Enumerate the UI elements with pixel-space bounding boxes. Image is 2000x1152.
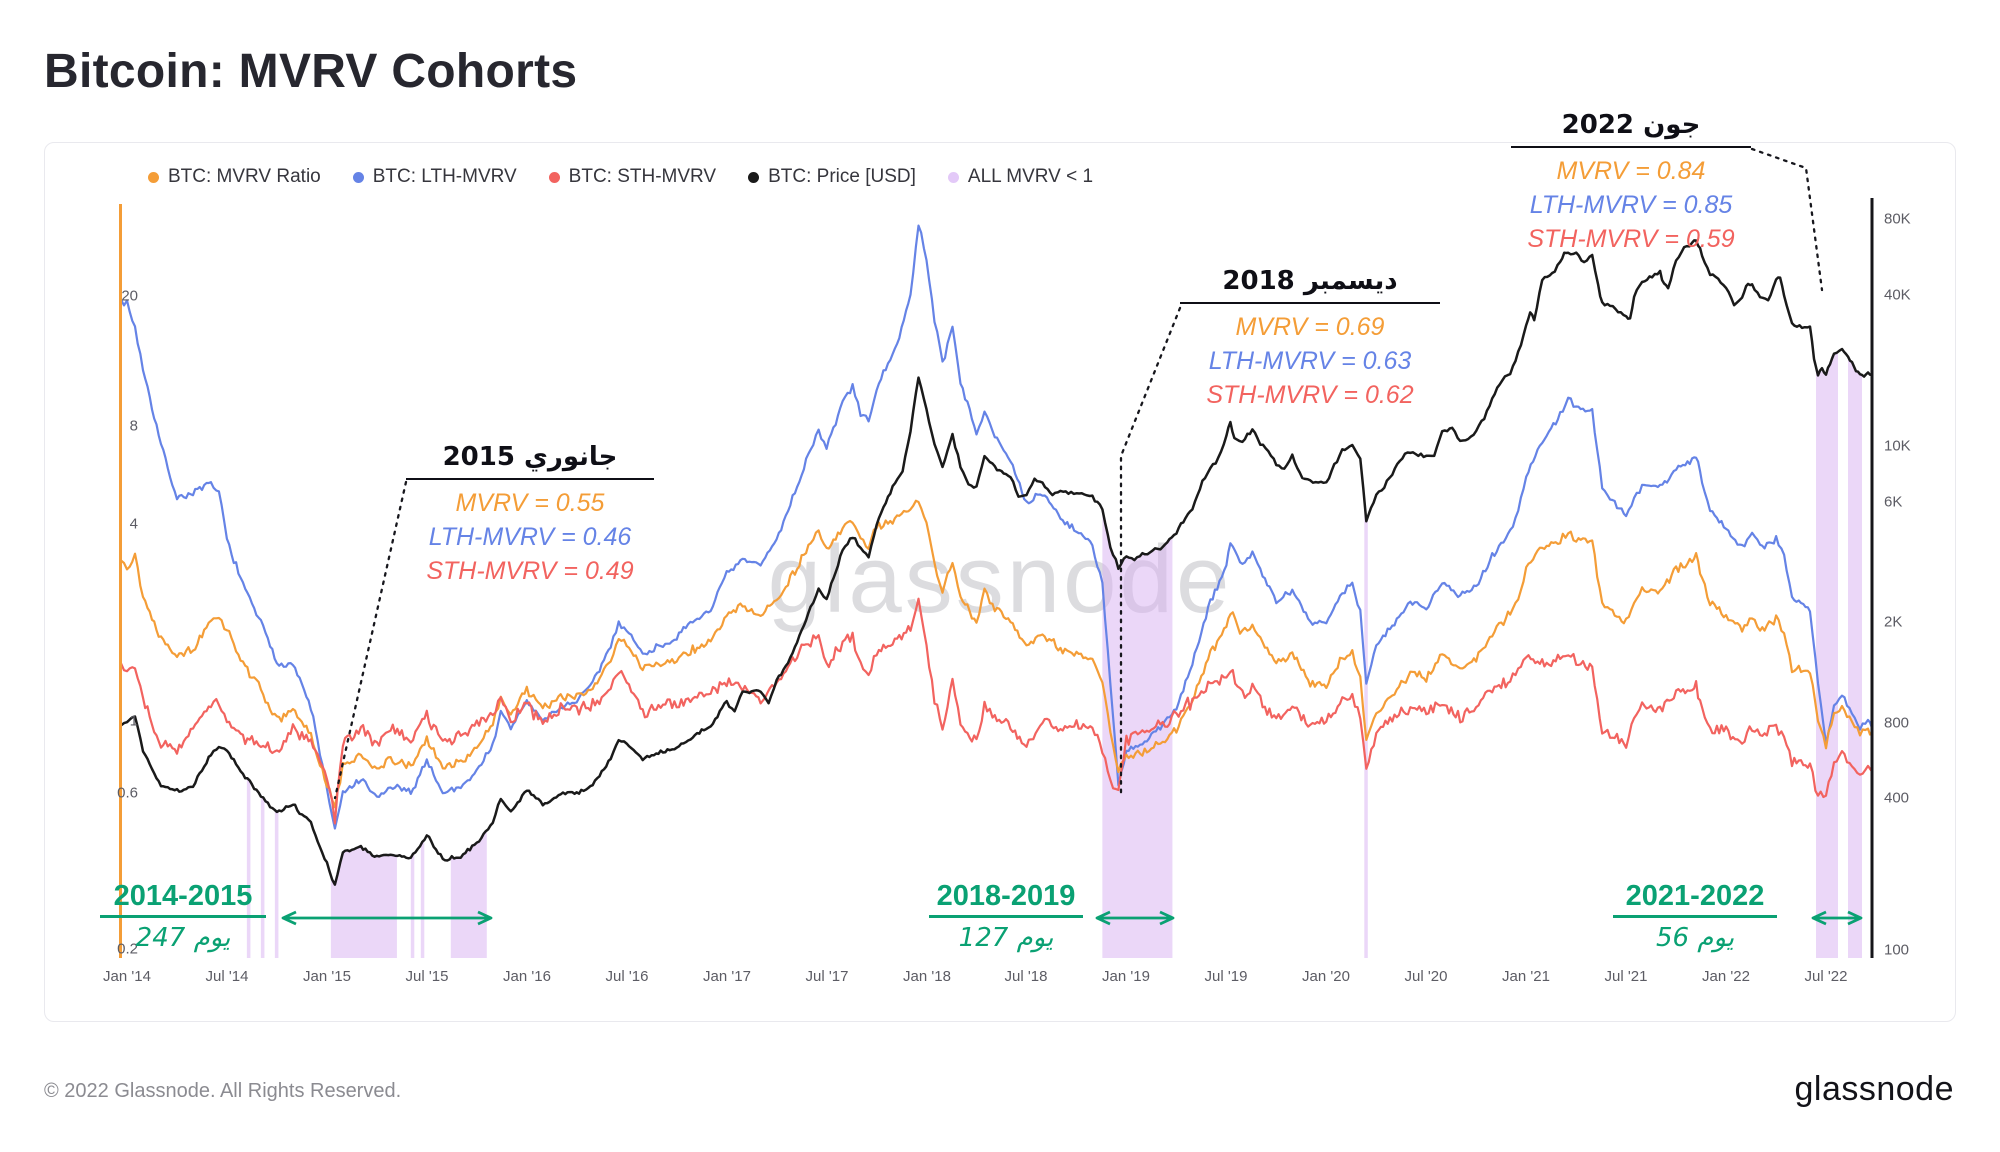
page-title: Bitcoin: MVRV Cohorts	[44, 45, 578, 98]
left-axis-tick: 0.2	[117, 940, 138, 958]
right-axis-tick: 2K	[1884, 613, 1903, 631]
all-mvrv-below-1-band	[1848, 240, 1862, 958]
right-axis-tick: 400	[1884, 789, 1910, 807]
x-axis-tick: Jul '22	[1804, 968, 1848, 985]
period-2018-2019: 2018-2019 127 يوم	[929, 880, 1083, 953]
right-axis-tick: 6K	[1884, 493, 1903, 511]
x-axis-tick: Jul '14	[205, 968, 249, 985]
period-2021-2022-days: 56 يوم	[1655, 923, 1735, 953]
legend-color-dot-icon	[748, 171, 760, 183]
legend-item[interactable]: BTC: STH-MVRV	[548, 166, 717, 188]
left-axis-tick: 8	[129, 417, 138, 435]
all-mvrv-below-1-band	[246, 240, 251, 958]
x-axis-tick: Jan '15	[303, 968, 351, 985]
period-2018-2019-title: 2018-2019	[929, 880, 1083, 918]
left-axis-tick: 0.6	[117, 784, 138, 802]
all-mvrv-below-1-band	[330, 240, 397, 958]
callout-lth-mvrv-value: LTH-MVRV = 0.85	[1529, 191, 1733, 219]
callout-sth-mvrv-value: STH-MVRV = 0.49	[426, 557, 634, 585]
x-axis-tick: Jul '17	[805, 968, 849, 985]
all-mvrv-below-1-band	[260, 240, 265, 958]
callout-jun-2022: جون 2022 MVRV = 0.84 LTH-MVRV = 0.85 STH…	[1511, 110, 1751, 256]
x-axis-tick: Jan '22	[1702, 968, 1750, 985]
x-axis-tick: Jan '20	[1302, 968, 1350, 985]
series-btc-lth-mvrv	[120, 224, 1872, 830]
left-axis-tick: 1	[129, 712, 138, 730]
x-axis-tick: Jan '14	[103, 968, 151, 985]
callout-jan-2015: جانوري 2015 MVRV = 0.55 LTH-MVRV = 0.46 …	[406, 442, 654, 588]
all-mvrv-below-1-band	[274, 240, 279, 958]
x-axis-tick: Jan '16	[503, 968, 551, 985]
copyright-text: © 2022 Glassnode. All Rights Reserved.	[44, 1080, 402, 1102]
period-2014-2015-title: 2014-2015	[100, 880, 266, 918]
series-btc-sth-mvrv	[119, 597, 1872, 825]
all-mvrv-below-1-band	[1364, 240, 1368, 958]
x-axis-tick: Jan '19	[1102, 968, 1150, 985]
callout-lth-mvrv-value: LTH-MVRV = 0.46	[428, 523, 632, 551]
x-axis-tick: Jul '16	[605, 968, 649, 985]
x-axis-tick: Jul '18	[1004, 968, 1048, 985]
x-axis-tick: Jul '20	[1404, 968, 1448, 985]
x-axis-tick: Jan '21	[1502, 968, 1550, 985]
callout-jun-2022-title: جون 2022	[1511, 110, 1751, 148]
legend-item[interactable]: ALL MVRV < 1	[947, 166, 1094, 188]
callout-sth-mvrv-value: STH-MVRV = 0.62	[1206, 381, 1414, 409]
glassnode-logo: glassnode	[1794, 1070, 1954, 1108]
legend-color-dot-icon	[548, 171, 560, 183]
legend-color-dot-icon	[148, 171, 159, 183]
x-axis-tick: Jul '21	[1604, 968, 1648, 985]
period-2014-2015: 2014-2015 247 يوم	[100, 880, 266, 953]
period-2021-2022-title: 2021-2022	[1613, 880, 1777, 918]
x-axis-tick: Jan '17	[703, 968, 751, 985]
legend-label: ALL MVRV < 1	[967, 166, 1094, 187]
right-axis-tick: 80K	[1884, 210, 1911, 228]
right-axis-tick: 10K	[1884, 437, 1911, 455]
right-axis-tick: 800	[1884, 714, 1910, 732]
legend-item[interactable]: BTC: LTH-MVRV	[352, 166, 517, 188]
all-mvrv-below-1-band	[1816, 240, 1838, 958]
x-axis-tick: Jan '18	[903, 968, 951, 985]
x-axis-tick: Jul '19	[1204, 968, 1248, 985]
series-btc-mvrv-ratio	[120, 499, 1872, 809]
callout-connector-line	[333, 480, 408, 800]
callout-lth-mvrv-value: LTH-MVRV = 0.63	[1208, 347, 1412, 375]
chart-legend: BTC: MVRV Ratio BTC: LTH-MVRV BTC: STH-MVR…	[148, 166, 1093, 188]
callout-mvrv-value: MVRV = 0.55	[455, 489, 605, 517]
right-axis-tick: 40K	[1884, 286, 1911, 304]
legend-label: BTC: STH-MVRV	[568, 166, 717, 187]
legend-label: BTC: Price [USD]	[768, 166, 916, 187]
period-span-arrow	[1095, 910, 1175, 926]
callout-jan-2015-values: MVRV = 0.55 LTH-MVRV = 0.46 STH-MVRV = 0…	[406, 486, 654, 588]
series-btc-price-usd	[120, 239, 1872, 886]
callout-dec-2018-values: MVRV = 0.69 LTH-MVRV = 0.63 STH-MVRV = 0…	[1180, 310, 1440, 412]
legend-label: BTC: MVRV Ratio	[168, 166, 321, 187]
callout-jun-2022-values: MVRV = 0.84 LTH-MVRV = 0.85 STH-MVRV = 0…	[1511, 154, 1751, 256]
legend-color-dot-icon	[352, 171, 364, 183]
callout-connector-line	[1750, 147, 1824, 292]
all-mvrv-below-1-band	[1102, 240, 1173, 958]
callout-mvrv-value: MVRV = 0.69	[1235, 313, 1385, 341]
period-2018-2019-days: 127 يوم	[958, 923, 1054, 953]
legend-label: BTC: LTH-MVRV	[372, 166, 517, 187]
callout-sth-mvrv-value: STH-MVRV = 0.59	[1527, 225, 1735, 253]
legend-color-dot-icon	[947, 171, 959, 183]
right-axis-tick: 100	[1884, 941, 1910, 959]
callout-dec-2018: ديسمبر 2018 MVRV = 0.69 LTH-MVRV = 0.63 …	[1180, 266, 1440, 412]
callout-connector-line	[1119, 306, 1182, 800]
legend-item[interactable]: BTC: Price [USD]	[748, 166, 916, 188]
x-axis-tick: Jul '15	[405, 968, 449, 985]
period-span-arrow	[1811, 910, 1863, 926]
legend-item[interactable]: BTC: MVRV Ratio	[148, 166, 321, 188]
callout-mvrv-value: MVRV = 0.84	[1556, 157, 1706, 185]
period-2021-2022: 2021-2022 56 يوم	[1613, 880, 1777, 953]
left-axis-tick: 4	[129, 515, 138, 533]
callout-jan-2015-title: جانوري 2015	[406, 442, 654, 480]
period-2014-2015-days: 247 يوم	[135, 923, 231, 953]
left-axis-tick: 20	[121, 287, 138, 305]
callout-dec-2018-title: ديسمبر 2018	[1180, 266, 1440, 304]
period-span-arrow	[281, 910, 493, 926]
